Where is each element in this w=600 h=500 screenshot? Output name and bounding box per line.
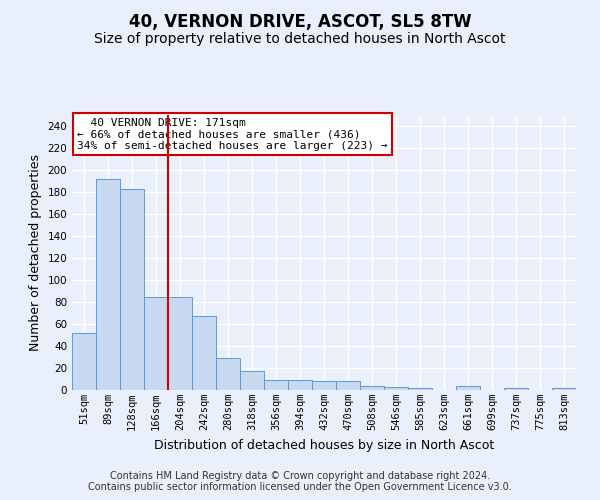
Bar xyxy=(240,372,264,390)
Bar xyxy=(288,380,312,390)
Bar xyxy=(96,179,120,390)
Bar xyxy=(384,386,408,390)
X-axis label: Distribution of detached houses by size in North Ascot: Distribution of detached houses by size … xyxy=(154,438,494,452)
Bar xyxy=(144,296,168,390)
Bar xyxy=(72,333,96,390)
Bar xyxy=(264,380,288,390)
Bar xyxy=(552,388,576,390)
Text: Size of property relative to detached houses in North Ascot: Size of property relative to detached ho… xyxy=(94,32,506,46)
Bar xyxy=(216,358,240,390)
Bar xyxy=(120,188,144,390)
Y-axis label: Number of detached properties: Number of detached properties xyxy=(29,154,42,351)
Bar xyxy=(360,386,384,390)
Bar xyxy=(312,381,336,390)
Text: 40, VERNON DRIVE, ASCOT, SL5 8TW: 40, VERNON DRIVE, ASCOT, SL5 8TW xyxy=(128,12,472,30)
Bar xyxy=(504,388,528,390)
Text: 40 VERNON DRIVE: 171sqm  
← 66% of detached houses are smaller (436)
34% of semi: 40 VERNON DRIVE: 171sqm ← 66% of detache… xyxy=(77,118,388,151)
Bar xyxy=(168,296,192,390)
Bar xyxy=(192,316,216,390)
Bar xyxy=(336,381,360,390)
Text: Contains HM Land Registry data © Crown copyright and database right 2024.
Contai: Contains HM Land Registry data © Crown c… xyxy=(88,471,512,492)
Bar xyxy=(408,388,432,390)
Bar xyxy=(456,386,480,390)
